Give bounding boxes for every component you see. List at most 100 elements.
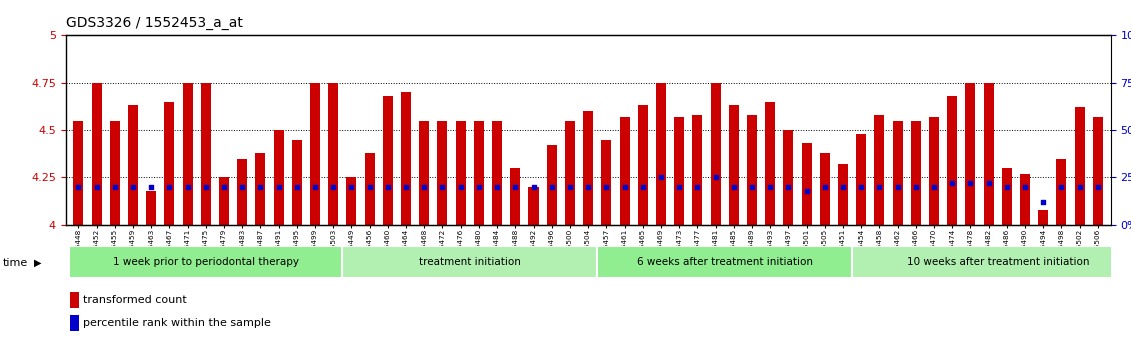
Bar xyxy=(838,164,848,225)
Bar xyxy=(948,96,957,225)
Point xyxy=(433,184,451,190)
Bar xyxy=(74,121,84,225)
Point xyxy=(651,175,670,180)
Point xyxy=(797,188,815,194)
Bar xyxy=(692,115,702,225)
Point xyxy=(779,184,797,190)
Bar xyxy=(274,130,284,225)
Bar xyxy=(1093,117,1103,225)
Bar xyxy=(510,168,520,225)
Point xyxy=(852,184,870,190)
Bar xyxy=(966,83,975,225)
Point xyxy=(1071,184,1089,190)
Bar xyxy=(164,102,174,225)
Point xyxy=(979,180,998,186)
Bar xyxy=(584,111,593,225)
Point xyxy=(597,184,615,190)
Bar xyxy=(766,102,775,225)
Text: 1 week prior to periodontal therapy: 1 week prior to periodontal therapy xyxy=(113,257,299,267)
Bar xyxy=(1074,107,1085,225)
Point xyxy=(269,184,287,190)
Bar xyxy=(528,187,538,225)
Point xyxy=(689,184,707,190)
Point xyxy=(507,184,525,190)
Point xyxy=(451,184,469,190)
Bar xyxy=(238,159,248,225)
Bar xyxy=(292,139,302,225)
Point xyxy=(961,180,979,186)
Bar xyxy=(182,83,192,225)
Bar xyxy=(346,177,356,225)
Point xyxy=(161,184,179,190)
Bar xyxy=(492,121,502,225)
Point xyxy=(1053,184,1071,190)
Point xyxy=(925,184,943,190)
Bar xyxy=(820,153,830,225)
Bar xyxy=(364,153,374,225)
Bar xyxy=(710,83,720,225)
Point xyxy=(1016,184,1034,190)
Bar xyxy=(1038,210,1048,225)
Text: ▶: ▶ xyxy=(34,258,42,268)
Bar xyxy=(201,83,210,225)
Text: transformed count: transformed count xyxy=(83,295,187,305)
Bar xyxy=(343,246,597,278)
Bar xyxy=(474,121,484,225)
Point xyxy=(87,184,105,190)
Point xyxy=(105,184,123,190)
Text: time: time xyxy=(2,258,27,268)
Bar xyxy=(92,83,102,225)
Point xyxy=(233,184,251,190)
Point xyxy=(379,184,397,190)
Bar xyxy=(852,246,1131,278)
Point xyxy=(761,184,779,190)
Point xyxy=(525,184,543,190)
Bar xyxy=(438,121,448,225)
Bar xyxy=(802,143,812,225)
Bar xyxy=(69,246,343,278)
Bar xyxy=(564,121,575,225)
Point xyxy=(361,184,379,190)
Point xyxy=(179,184,197,190)
Point xyxy=(1089,184,1107,190)
Point xyxy=(197,184,215,190)
Bar xyxy=(146,191,156,225)
Bar xyxy=(784,130,793,225)
Bar xyxy=(910,121,921,225)
Point xyxy=(670,184,688,190)
Bar xyxy=(128,105,138,225)
Text: 10 weeks after treatment initiation: 10 weeks after treatment initiation xyxy=(907,257,1089,267)
Bar xyxy=(456,121,466,225)
Bar xyxy=(546,145,556,225)
Bar xyxy=(597,246,852,278)
Point xyxy=(251,184,269,190)
Bar xyxy=(674,117,684,225)
Bar xyxy=(638,105,648,225)
Bar xyxy=(110,121,120,225)
Bar xyxy=(219,177,228,225)
Bar xyxy=(892,121,903,225)
Point xyxy=(1034,199,1052,205)
Bar xyxy=(929,117,939,225)
Text: 6 weeks after treatment initiation: 6 weeks after treatment initiation xyxy=(637,257,813,267)
Point xyxy=(469,184,487,190)
Bar xyxy=(856,134,866,225)
Point xyxy=(871,184,889,190)
Bar xyxy=(728,105,739,225)
Point xyxy=(215,184,233,190)
Point xyxy=(725,184,743,190)
Point xyxy=(943,180,961,186)
Point xyxy=(815,184,834,190)
Bar xyxy=(256,153,266,225)
Point xyxy=(561,184,579,190)
Bar xyxy=(402,92,411,225)
Point xyxy=(998,184,1016,190)
Bar xyxy=(746,115,757,225)
Point xyxy=(397,184,415,190)
Point xyxy=(124,184,143,190)
Bar xyxy=(620,117,630,225)
Bar xyxy=(420,121,430,225)
Point xyxy=(69,184,87,190)
Point xyxy=(415,184,433,190)
Bar xyxy=(1002,168,1012,225)
